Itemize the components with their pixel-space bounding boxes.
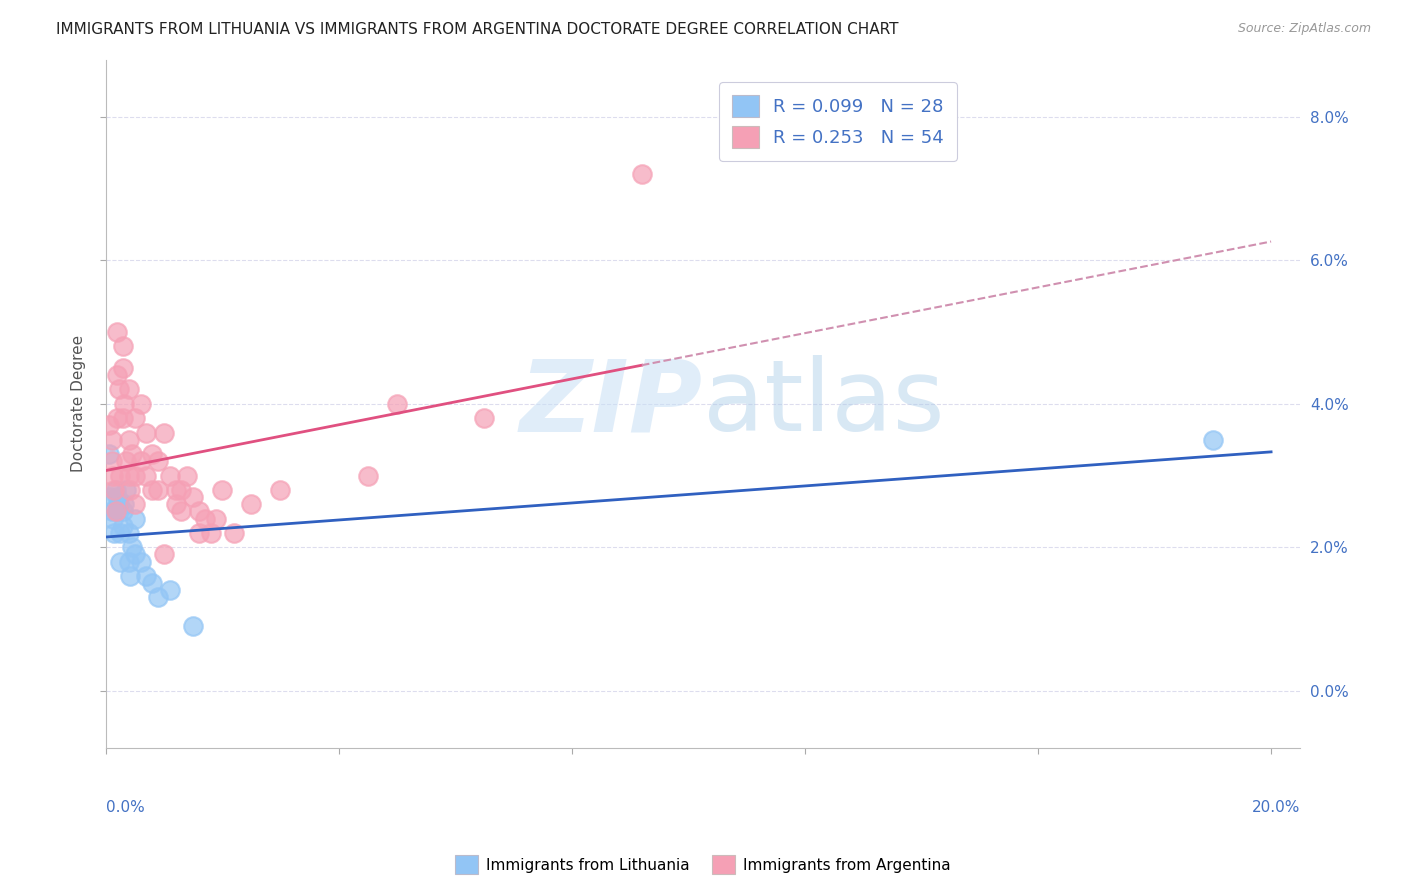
- Point: [187, 504, 209, 518]
- Point: [112, 361, 135, 376]
- Point: [1202, 433, 1225, 447]
- Point: [159, 583, 181, 598]
- Point: [97, 418, 120, 433]
- Y-axis label: Doctorate Degree: Doctorate Degree: [72, 335, 86, 473]
- Point: [105, 411, 128, 425]
- Text: atlas: atlas: [703, 355, 945, 452]
- Point: [205, 511, 228, 525]
- Point: [112, 339, 135, 353]
- Point: [107, 383, 129, 397]
- Point: [135, 425, 157, 440]
- Point: [115, 483, 138, 497]
- Point: [112, 504, 135, 518]
- Text: Source: ZipAtlas.com: Source: ZipAtlas.com: [1237, 22, 1371, 36]
- Point: [98, 490, 121, 504]
- Point: [146, 454, 169, 468]
- Point: [101, 468, 124, 483]
- Point: [105, 368, 128, 383]
- Point: [165, 497, 187, 511]
- Point: [121, 541, 143, 555]
- Point: [146, 591, 169, 605]
- Point: [222, 525, 245, 540]
- Point: [124, 411, 146, 425]
- Point: [105, 504, 128, 518]
- Point: [103, 483, 125, 497]
- Point: [200, 525, 222, 540]
- Point: [112, 397, 135, 411]
- Point: [110, 555, 132, 569]
- Point: [118, 468, 141, 483]
- Point: [110, 525, 132, 540]
- Point: [181, 490, 204, 504]
- Point: [170, 483, 193, 497]
- Point: [269, 483, 291, 497]
- Point: [105, 325, 128, 339]
- Point: [129, 454, 152, 468]
- Point: [129, 555, 152, 569]
- Point: [159, 468, 181, 483]
- Point: [120, 569, 142, 583]
- Point: [385, 397, 408, 411]
- Text: ZIP: ZIP: [520, 355, 703, 452]
- Point: [110, 468, 132, 483]
- Legend: Immigrants from Lithuania, Immigrants from Argentina: Immigrants from Lithuania, Immigrants fr…: [450, 849, 956, 880]
- Point: [105, 504, 128, 518]
- Point: [124, 468, 146, 483]
- Point: [141, 483, 163, 497]
- Point: [165, 483, 187, 497]
- Text: 0.0%: 0.0%: [105, 800, 145, 814]
- Point: [187, 525, 209, 540]
- Point: [135, 569, 157, 583]
- Point: [103, 525, 125, 540]
- Point: [112, 497, 135, 511]
- Point: [112, 411, 135, 425]
- Point: [100, 504, 122, 518]
- Point: [115, 454, 138, 468]
- Legend: R = 0.099   N = 28, R = 0.253   N = 54: R = 0.099 N = 28, R = 0.253 N = 54: [718, 82, 956, 161]
- Point: [153, 425, 176, 440]
- Point: [240, 497, 263, 511]
- Point: [107, 497, 129, 511]
- Point: [105, 483, 128, 497]
- Point: [124, 497, 146, 511]
- Point: [141, 447, 163, 461]
- Point: [146, 483, 169, 497]
- Point: [105, 490, 128, 504]
- Text: 20.0%: 20.0%: [1251, 800, 1301, 814]
- Point: [170, 504, 193, 518]
- Point: [118, 525, 141, 540]
- Point: [118, 433, 141, 447]
- Point: [124, 511, 146, 525]
- Point: [630, 167, 652, 181]
- Point: [101, 511, 124, 525]
- Point: [124, 548, 146, 562]
- Point: [112, 518, 135, 533]
- Point: [121, 447, 143, 461]
- Text: IMMIGRANTS FROM LITHUANIA VS IMMIGRANTS FROM ARGENTINA DOCTORATE DEGREE CORRELAT: IMMIGRANTS FROM LITHUANIA VS IMMIGRANTS …: [56, 22, 898, 37]
- Point: [118, 555, 141, 569]
- Point: [211, 483, 233, 497]
- Point: [129, 397, 152, 411]
- Point: [357, 468, 380, 483]
- Point: [474, 411, 496, 425]
- Point: [135, 468, 157, 483]
- Point: [100, 454, 122, 468]
- Point: [153, 548, 176, 562]
- Point: [176, 468, 198, 483]
- Point: [118, 383, 141, 397]
- Point: [194, 511, 217, 525]
- Point: [141, 576, 163, 591]
- Point: [97, 447, 120, 461]
- Point: [181, 619, 204, 633]
- Point: [100, 433, 122, 447]
- Point: [120, 483, 142, 497]
